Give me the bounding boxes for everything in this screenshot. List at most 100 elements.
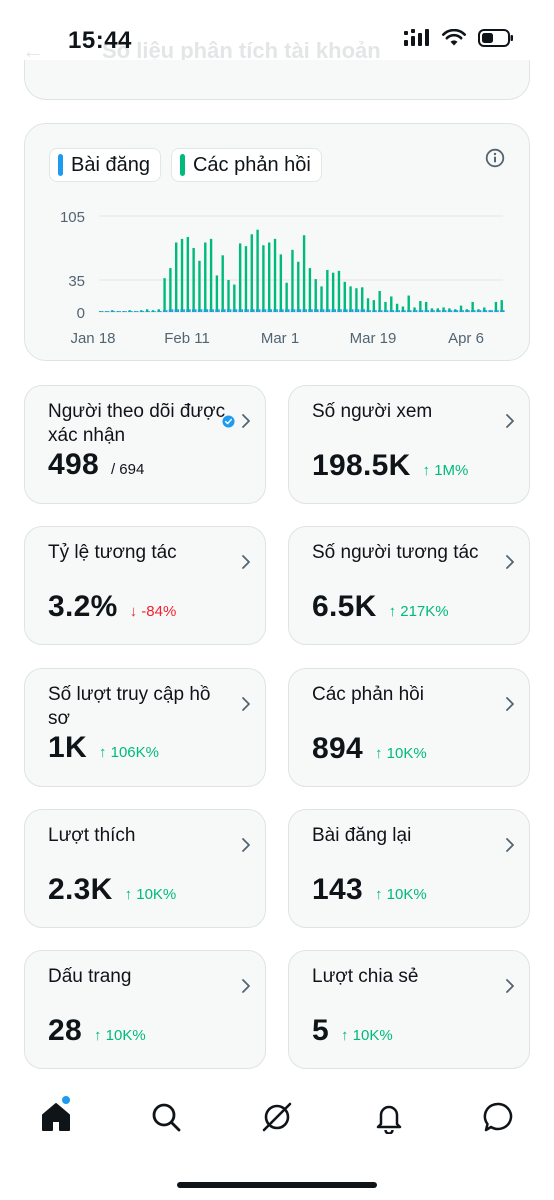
- bar-posts: [244, 309, 246, 312]
- bar-posts: [430, 310, 432, 312]
- bar-replies: [314, 279, 317, 312]
- bar-replies: [256, 229, 259, 312]
- metric-card-verified-followers[interactable]: Người theo dõi được xác nhận 498 / 694: [24, 385, 266, 504]
- bar-posts: [476, 310, 479, 312]
- bar-replies: [291, 249, 294, 312]
- metric-change: ↑ 10K%: [374, 745, 427, 762]
- bar-replies: [151, 310, 155, 312]
- bar-posts: [258, 309, 261, 312]
- bar-replies: [128, 310, 131, 312]
- bar-posts: [348, 309, 351, 312]
- metric-value: 143: [312, 873, 363, 906]
- metric-card-bookmarks[interactable]: Dấu trang 28 ↑ 10K%: [24, 950, 266, 1069]
- back-arrow-icon[interactable]: ←: [22, 38, 44, 63]
- home-icon[interactable]: [39, 1100, 73, 1134]
- bar-posts: [378, 310, 380, 312]
- info-icon[interactable]: [485, 148, 505, 168]
- bar-replies: [157, 309, 160, 312]
- bar-posts: [168, 309, 171, 312]
- y-tick-label: 105: [60, 209, 85, 226]
- bar-posts: [290, 309, 293, 312]
- bar-posts: [136, 311, 139, 312]
- grok-icon[interactable]: [260, 1100, 294, 1134]
- metric-change: ↑ 10K%: [124, 886, 177, 903]
- bar-posts: [160, 311, 162, 312]
- bar-posts: [366, 310, 368, 312]
- bar-posts: [308, 309, 310, 312]
- bar-posts: [465, 310, 467, 312]
- metric-card-reposts[interactable]: Bài đăng lại 143 ↑ 10K%: [288, 809, 530, 928]
- bar-posts: [311, 309, 313, 312]
- bar-replies: [361, 287, 364, 312]
- search-icon[interactable]: [149, 1100, 183, 1134]
- metric-value: 894: [312, 732, 363, 765]
- chevron-right-icon: [506, 555, 514, 569]
- bar-posts: [154, 311, 156, 312]
- bar-replies: [169, 268, 172, 312]
- notifications-icon[interactable]: [372, 1100, 406, 1134]
- metric-label: Số người xem: [312, 401, 433, 422]
- bar-replies: [448, 308, 451, 312]
- bar-posts: [444, 310, 447, 312]
- metric-label: Các phản hồi: [312, 684, 424, 705]
- status-icons: [404, 29, 514, 47]
- bar-replies: [302, 235, 306, 312]
- bar-posts: [424, 310, 427, 312]
- bar-posts: [500, 310, 502, 312]
- metric-label: Số người tương tác: [312, 542, 479, 563]
- bar-posts: [328, 309, 331, 312]
- x-tick-label: Feb 11: [164, 330, 210, 347]
- bar-replies: [424, 301, 428, 312]
- metric-card-engaged-users[interactable]: Số người tương tác 6.5K ↑ 217K%: [288, 526, 530, 645]
- legend-item-replies[interactable]: Các phản hồi: [170, 148, 322, 182]
- bar-replies: [454, 309, 457, 312]
- x-tick-label: Mar 1: [261, 330, 299, 347]
- bar-posts: [305, 309, 307, 312]
- metric-card-likes[interactable]: Lượt thích 2.3K ↑ 10K%: [24, 809, 266, 928]
- bar-replies: [262, 245, 265, 312]
- metric-card-replies[interactable]: Các phản hồi 894 ↑ 10K%: [288, 668, 530, 787]
- bar-replies: [326, 269, 329, 312]
- legend-item-posts[interactable]: Bài đăng: [49, 148, 161, 182]
- bar-posts: [392, 310, 395, 312]
- metric-card-profile-visits[interactable]: Số lượt truy cập hồ sơ 1K ↑ 106K%: [24, 668, 266, 787]
- bar-posts: [189, 309, 191, 312]
- bar-posts: [119, 311, 121, 312]
- bar-replies: [209, 238, 213, 312]
- bar-replies: [227, 280, 230, 312]
- bar-posts: [441, 310, 444, 312]
- bar-posts: [439, 310, 441, 312]
- bar-posts: [293, 309, 296, 312]
- bar-replies: [99, 311, 102, 312]
- previous-card: [24, 60, 530, 100]
- bar-replies: [488, 310, 492, 312]
- metric-label: Người theo dõi được xác nhận: [48, 401, 226, 446]
- bar-posts: [200, 309, 203, 312]
- home-indicator[interactable]: [177, 1182, 377, 1188]
- bar-posts: [157, 311, 159, 312]
- messages-icon[interactable]: [482, 1100, 516, 1134]
- bar-posts: [212, 309, 214, 312]
- metric-card-viewers[interactable]: Số người xem 198.5K ↑ 1M%: [288, 385, 530, 504]
- x-tick-label: Apr 6: [448, 330, 484, 347]
- bar-posts: [389, 310, 392, 312]
- bar-posts: [241, 309, 244, 312]
- bar-posts: [125, 311, 127, 312]
- bar-replies: [279, 254, 283, 312]
- bar-replies: [477, 309, 480, 312]
- bar-posts: [223, 309, 226, 312]
- bar-posts: [285, 309, 287, 312]
- bar-posts: [145, 311, 148, 312]
- bar-posts: [418, 310, 421, 312]
- bar-replies: [116, 311, 120, 312]
- bar-posts: [322, 309, 325, 312]
- bar-posts: [433, 310, 435, 312]
- bar-posts: [447, 310, 450, 312]
- bar-posts: [203, 309, 206, 312]
- bar-posts: [229, 309, 232, 312]
- x-tick-label: Jan 18: [70, 330, 115, 347]
- metric-card-engagement-rate[interactable]: Tỷ lệ tương tác 3.2% ↓ -84%: [24, 526, 266, 645]
- bar-posts: [209, 309, 212, 312]
- metric-card-shares[interactable]: Lượt chia sẻ 5 ↑ 10K%: [288, 950, 530, 1069]
- bar-posts: [491, 310, 493, 312]
